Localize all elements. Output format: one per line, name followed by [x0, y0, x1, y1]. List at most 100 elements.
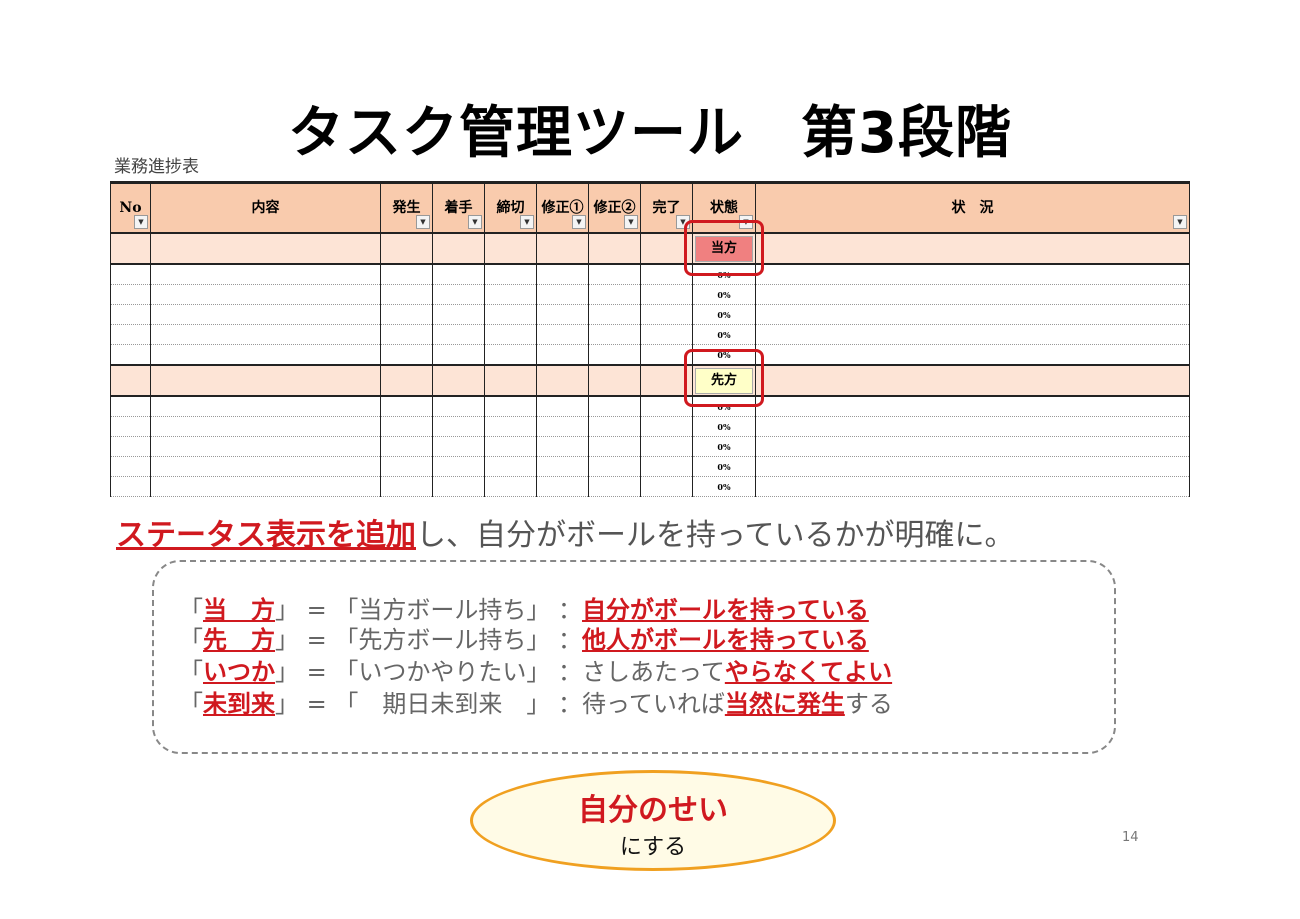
cell[interactable] [110, 396, 151, 417]
cell[interactable]: 当方 [692, 232, 756, 265]
cell[interactable] [640, 416, 693, 437]
cell[interactable] [150, 436, 381, 457]
cell[interactable] [536, 364, 589, 397]
cell[interactable] [150, 456, 381, 477]
cell[interactable] [110, 456, 151, 477]
cell[interactable] [110, 264, 151, 285]
cell[interactable] [432, 456, 485, 477]
cell[interactable] [150, 304, 381, 325]
cell[interactable] [755, 416, 1190, 437]
cell[interactable] [536, 232, 589, 265]
cell[interactable] [484, 232, 537, 265]
progress-cell[interactable]: 0% [692, 416, 756, 437]
cell[interactable] [432, 344, 485, 366]
cell[interactable] [536, 416, 589, 437]
cell[interactable] [755, 436, 1190, 457]
cell[interactable] [640, 456, 693, 477]
cell[interactable] [380, 304, 433, 325]
cell[interactable] [150, 284, 381, 305]
cell[interactable] [588, 264, 641, 285]
cell[interactable] [380, 364, 433, 397]
cell[interactable] [588, 476, 641, 497]
cell[interactable] [640, 324, 693, 345]
cell[interactable] [110, 304, 151, 325]
cell[interactable] [484, 416, 537, 437]
cell[interactable] [484, 396, 537, 417]
filter-dropdown-icon[interactable]: ▼ [416, 215, 430, 229]
cell[interactable] [484, 436, 537, 457]
progress-cell[interactable]: 0% [692, 304, 756, 325]
cell[interactable] [755, 396, 1190, 417]
cell[interactable] [150, 364, 381, 397]
cell[interactable] [755, 232, 1190, 265]
cell[interactable] [588, 396, 641, 417]
filter-dropdown-icon[interactable]: ▼ [572, 215, 586, 229]
cell[interactable]: 先方 [692, 364, 756, 397]
cell[interactable] [432, 304, 485, 325]
filter-dropdown-icon[interactable]: ▼ [520, 215, 534, 229]
cell[interactable] [484, 344, 537, 366]
cell[interactable] [536, 324, 589, 345]
cell[interactable] [640, 284, 693, 305]
cell[interactable] [588, 344, 641, 366]
cell[interactable] [432, 476, 485, 497]
cell[interactable] [110, 324, 151, 345]
cell[interactable] [536, 456, 589, 477]
cell[interactable] [588, 324, 641, 345]
cell[interactable] [380, 344, 433, 366]
cell[interactable] [484, 324, 537, 345]
progress-cell[interactable]: 0% [692, 456, 756, 477]
filter-dropdown-icon[interactable]: ▼ [624, 215, 638, 229]
cell[interactable] [484, 304, 537, 325]
cell[interactable] [755, 364, 1190, 397]
cell[interactable] [150, 396, 381, 417]
cell[interactable] [432, 396, 485, 417]
filter-dropdown-icon[interactable]: ▼ [134, 215, 148, 229]
filter-dropdown-icon[interactable]: ▼ [468, 215, 482, 229]
cell[interactable] [536, 284, 589, 305]
cell[interactable] [110, 436, 151, 457]
cell[interactable] [536, 344, 589, 366]
cell[interactable] [432, 284, 485, 305]
cell[interactable] [484, 264, 537, 285]
cell[interactable] [640, 436, 693, 457]
cell[interactable] [150, 264, 381, 285]
cell[interactable] [432, 416, 485, 437]
cell[interactable] [380, 396, 433, 417]
cell[interactable] [432, 364, 485, 397]
cell[interactable] [150, 416, 381, 437]
cell[interactable] [150, 232, 381, 265]
filter-dropdown-icon[interactable]: ▼ [1173, 215, 1187, 229]
cell[interactable] [380, 416, 433, 437]
cell[interactable] [640, 304, 693, 325]
cell[interactable] [536, 396, 589, 417]
cell[interactable] [380, 436, 433, 457]
cell[interactable] [110, 284, 151, 305]
cell[interactable] [588, 364, 641, 397]
cell[interactable] [588, 416, 641, 437]
cell[interactable] [755, 344, 1190, 366]
cell[interactable] [110, 364, 151, 397]
cell[interactable] [755, 304, 1190, 325]
cell[interactable] [110, 344, 151, 366]
cell[interactable] [150, 476, 381, 497]
cell[interactable] [110, 476, 151, 497]
cell[interactable] [588, 304, 641, 325]
cell[interactable] [432, 264, 485, 285]
progress-cell[interactable]: 0% [692, 436, 756, 457]
cell[interactable] [380, 232, 433, 265]
cell[interactable] [380, 456, 433, 477]
cell[interactable] [110, 416, 151, 437]
cell[interactable] [755, 264, 1190, 285]
cell[interactable] [755, 284, 1190, 305]
cell[interactable] [755, 324, 1190, 345]
cell[interactable] [588, 456, 641, 477]
cell[interactable] [432, 232, 485, 265]
cell[interactable] [484, 364, 537, 397]
cell[interactable] [640, 476, 693, 497]
cell[interactable] [432, 324, 485, 345]
cell[interactable] [755, 456, 1190, 477]
cell[interactable] [536, 476, 589, 497]
cell[interactable] [150, 324, 381, 345]
cell[interactable] [536, 436, 589, 457]
